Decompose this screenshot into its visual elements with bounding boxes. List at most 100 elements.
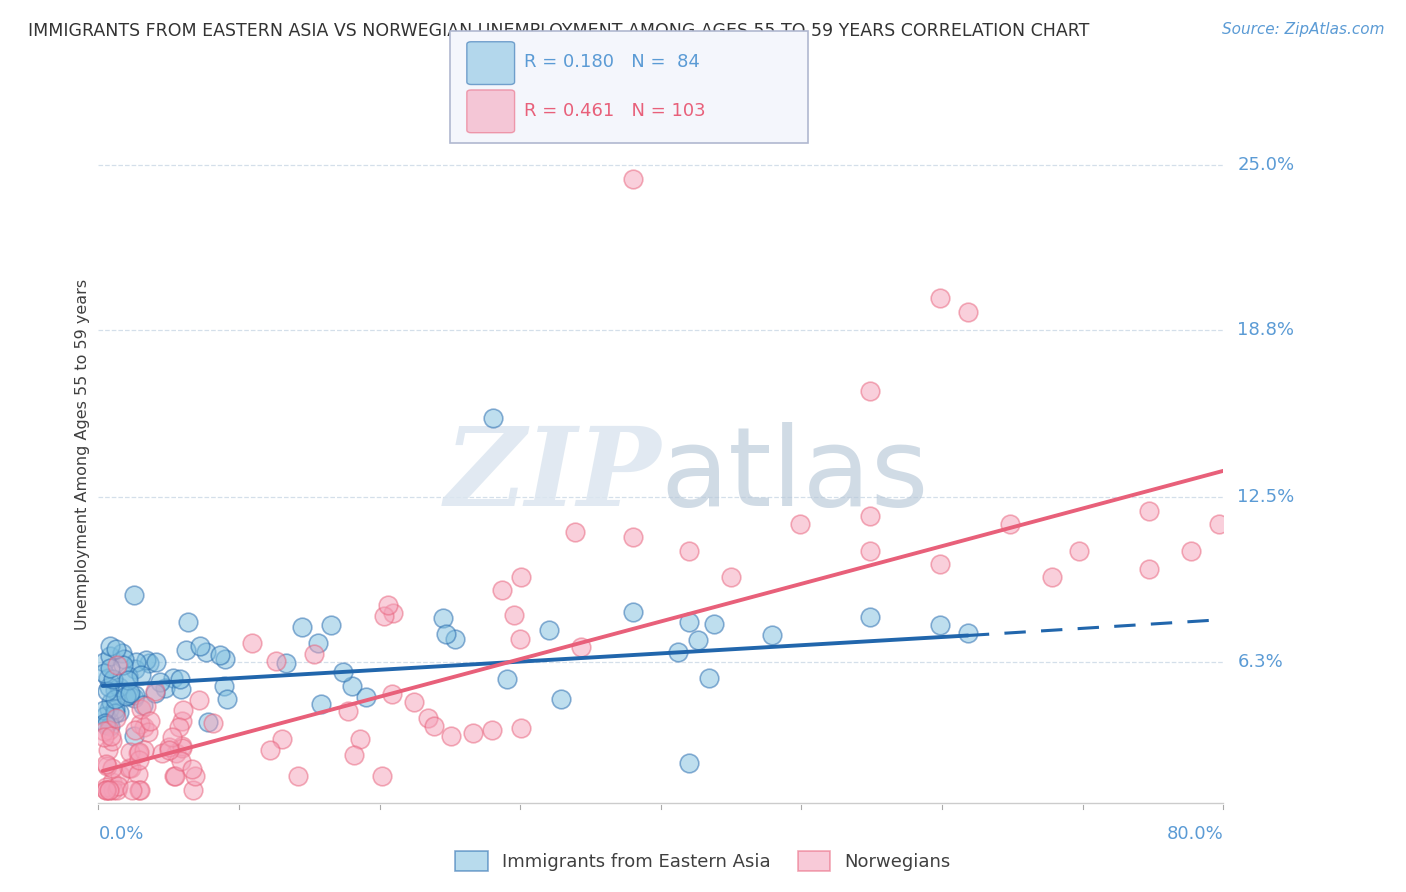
Point bbox=[120, 761, 142, 775]
Point bbox=[129, 702, 152, 716]
Point bbox=[172, 740, 194, 755]
Point bbox=[132, 743, 155, 757]
Text: R = 0.461   N = 103: R = 0.461 N = 103 bbox=[524, 102, 706, 120]
Point bbox=[104, 706, 127, 720]
Point bbox=[1137, 504, 1160, 518]
Text: IMMIGRANTS FROM EASTERN ASIA VS NORWEGIAN UNEMPLOYMENT AMONG AGES 55 TO 59 YEARS: IMMIGRANTS FROM EASTERN ASIA VS NORWEGIA… bbox=[28, 22, 1090, 40]
Point bbox=[105, 711, 128, 725]
Point bbox=[956, 304, 979, 318]
Point bbox=[509, 632, 531, 647]
Point bbox=[97, 742, 120, 756]
Point bbox=[93, 709, 115, 723]
Point bbox=[356, 690, 378, 705]
Point bbox=[93, 655, 115, 669]
Point bbox=[510, 570, 533, 584]
Point bbox=[184, 769, 207, 783]
Point bbox=[444, 632, 467, 646]
Point bbox=[214, 679, 236, 693]
Point bbox=[163, 769, 186, 783]
Point bbox=[101, 734, 124, 748]
Point bbox=[97, 723, 120, 737]
Point bbox=[929, 557, 952, 571]
Point bbox=[274, 657, 297, 671]
Point bbox=[100, 639, 122, 653]
Point bbox=[100, 729, 122, 743]
Point bbox=[271, 731, 294, 746]
Point bbox=[340, 679, 363, 693]
Point bbox=[859, 384, 882, 399]
Text: 6.3%: 6.3% bbox=[1237, 653, 1284, 671]
Point bbox=[111, 647, 134, 661]
Point bbox=[98, 661, 121, 675]
Point bbox=[104, 692, 127, 706]
Point bbox=[96, 718, 118, 732]
Point bbox=[181, 762, 204, 776]
Point bbox=[720, 570, 742, 584]
Point bbox=[124, 655, 146, 669]
Point bbox=[209, 648, 232, 662]
Point bbox=[128, 746, 150, 760]
Point bbox=[100, 695, 122, 709]
Point bbox=[160, 730, 183, 744]
Point bbox=[111, 658, 134, 673]
Point bbox=[96, 684, 118, 698]
Point bbox=[104, 702, 127, 716]
Text: 12.5%: 12.5% bbox=[1237, 489, 1295, 507]
Point bbox=[678, 543, 700, 558]
Point bbox=[337, 704, 360, 718]
Point bbox=[129, 668, 152, 682]
Point bbox=[98, 680, 121, 694]
Point bbox=[104, 682, 127, 697]
Legend: Immigrants from Eastern Asia, Norwegians: Immigrants from Eastern Asia, Norwegians bbox=[449, 844, 957, 879]
Point bbox=[135, 653, 157, 667]
Point bbox=[101, 672, 124, 686]
Point bbox=[343, 747, 366, 762]
Point bbox=[956, 625, 979, 640]
Point bbox=[121, 782, 143, 797]
Point bbox=[859, 508, 882, 523]
Text: atlas: atlas bbox=[661, 422, 929, 529]
Point bbox=[666, 645, 689, 659]
Point bbox=[170, 682, 193, 697]
Text: 18.8%: 18.8% bbox=[1237, 321, 1295, 339]
Point bbox=[97, 714, 120, 729]
Point bbox=[564, 524, 586, 539]
Point bbox=[172, 703, 194, 717]
Point bbox=[163, 769, 186, 783]
Point bbox=[170, 714, 193, 728]
Point bbox=[1069, 543, 1091, 558]
Point bbox=[349, 731, 371, 746]
Point bbox=[381, 687, 404, 701]
Point bbox=[117, 668, 139, 682]
Point bbox=[108, 768, 131, 782]
Point bbox=[377, 598, 399, 612]
Y-axis label: Unemployment Among Ages 55 to 59 years: Unemployment Among Ages 55 to 59 years bbox=[75, 279, 90, 631]
Point bbox=[402, 695, 425, 709]
Point bbox=[93, 665, 115, 680]
Point bbox=[678, 756, 700, 770]
Point bbox=[105, 658, 128, 673]
Point bbox=[124, 723, 146, 737]
Point bbox=[98, 649, 121, 664]
Point bbox=[1137, 562, 1160, 576]
Point bbox=[482, 410, 505, 425]
Point bbox=[215, 691, 238, 706]
Point bbox=[107, 779, 129, 793]
Point bbox=[145, 655, 167, 669]
Point bbox=[105, 782, 128, 797]
Point bbox=[859, 610, 882, 624]
Point bbox=[136, 725, 159, 739]
Point bbox=[139, 714, 162, 729]
Point bbox=[169, 672, 191, 686]
Point bbox=[307, 636, 329, 650]
Point bbox=[94, 756, 117, 771]
Point bbox=[703, 616, 725, 631]
Point bbox=[93, 703, 115, 717]
Point bbox=[538, 623, 561, 637]
Point bbox=[143, 686, 166, 700]
Point bbox=[503, 608, 526, 623]
Point bbox=[697, 671, 720, 685]
Point bbox=[93, 723, 115, 738]
Point bbox=[93, 730, 115, 744]
Point bbox=[311, 697, 333, 711]
